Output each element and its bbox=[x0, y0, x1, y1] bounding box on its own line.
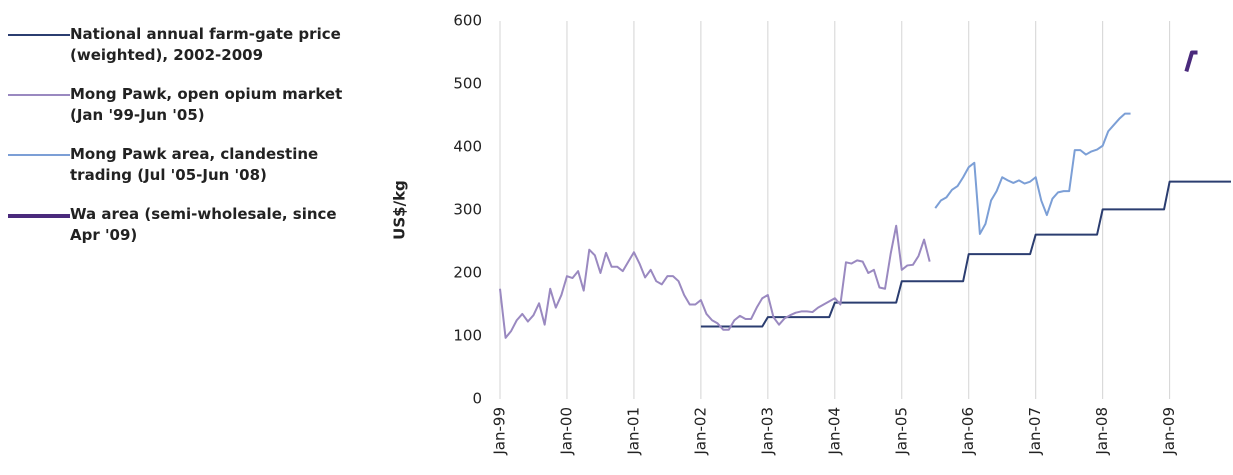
legend-label: Mong Pawk, open opium market (Jan '99-Ju… bbox=[70, 85, 343, 124]
series-line bbox=[934, 112, 1131, 235]
legend-item: Wa area (semi-wholesale, since Apr '09) bbox=[8, 204, 368, 254]
y-axis-label: US$/kg bbox=[391, 180, 409, 240]
y-tick-label: 600 bbox=[453, 12, 482, 30]
legend-item: Mong Pawk, open opium market (Jan '99-Ju… bbox=[8, 84, 368, 134]
x-tick-label: Jan-08 bbox=[1093, 407, 1111, 456]
series-line bbox=[700, 180, 1231, 328]
x-tick-label: Jan-05 bbox=[892, 407, 910, 456]
legend-label: Wa area (semi-wholesale, since Apr '09) bbox=[70, 205, 337, 244]
y-tick-label: 0 bbox=[472, 390, 482, 408]
series-line bbox=[499, 224, 931, 339]
legend-swatch bbox=[8, 214, 70, 218]
x-tick-label: Jan-03 bbox=[758, 407, 776, 456]
x-tick-label: Jan-00 bbox=[557, 407, 575, 456]
y-tick-label: 300 bbox=[453, 201, 482, 219]
y-tick-label: 200 bbox=[453, 264, 482, 282]
legend-label: Mong Pawk area, clandestine trading (Jul… bbox=[70, 145, 319, 184]
grid bbox=[499, 21, 1171, 399]
y-tick-label: 400 bbox=[453, 138, 482, 156]
x-tick-label: Jan-02 bbox=[691, 407, 709, 456]
x-tick-label: Jan-06 bbox=[959, 407, 977, 456]
legend-swatch bbox=[8, 154, 70, 156]
legend-item: Mong Pawk area, clandestine trading (Jul… bbox=[8, 144, 368, 194]
x-tick-label: Jan-07 bbox=[1026, 407, 1044, 456]
y-tick-label: 100 bbox=[453, 327, 482, 345]
legend-swatch bbox=[8, 94, 70, 96]
legend-item: National annual farm-gate price (weighte… bbox=[8, 24, 368, 74]
x-tick-label: Jan-09 bbox=[1160, 407, 1178, 456]
x-tick-label: Jan-99 bbox=[491, 407, 509, 456]
series-line bbox=[1184, 50, 1198, 72]
y-tick-label: 500 bbox=[453, 75, 482, 93]
legend-label: National annual farm-gate price (weighte… bbox=[70, 25, 341, 64]
x-tick-label: Jan-04 bbox=[825, 407, 843, 456]
legend-swatch bbox=[8, 34, 70, 36]
x-tick-label: Jan-01 bbox=[624, 407, 642, 456]
